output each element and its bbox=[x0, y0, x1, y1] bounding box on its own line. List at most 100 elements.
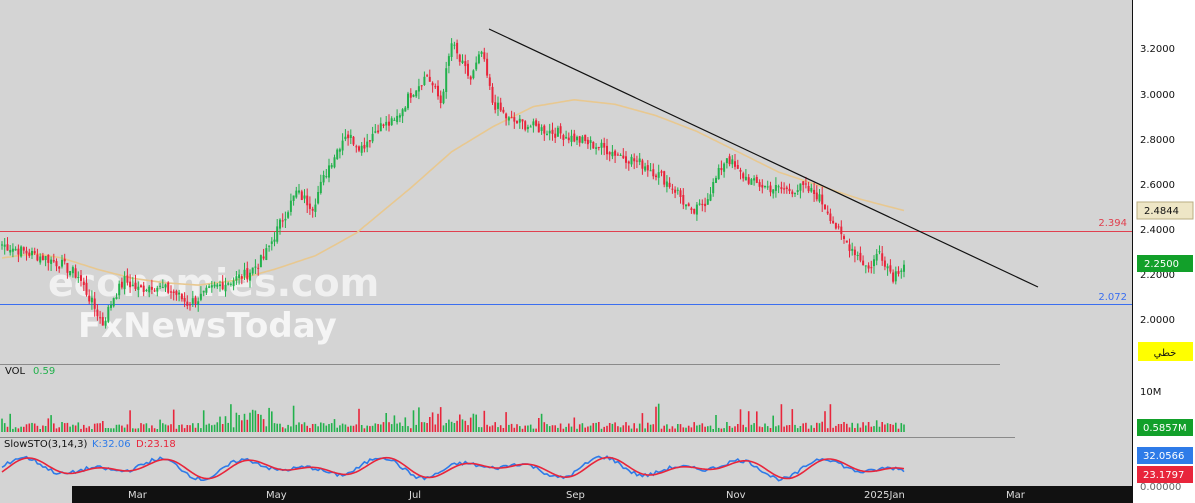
volume-bar bbox=[423, 422, 426, 432]
candle-body bbox=[74, 268, 77, 278]
volume-bar bbox=[181, 424, 183, 432]
candle-body bbox=[491, 86, 494, 103]
volume-bar bbox=[578, 424, 581, 432]
candle-body bbox=[442, 91, 445, 104]
volume-bar bbox=[333, 419, 336, 432]
candle-body bbox=[170, 291, 172, 293]
candle-body bbox=[625, 156, 627, 163]
candle-body bbox=[229, 283, 232, 285]
volume-bar bbox=[140, 423, 142, 432]
candle-body bbox=[804, 183, 807, 185]
volume-bar bbox=[606, 425, 608, 432]
candle-body bbox=[486, 58, 489, 76]
volume-bar bbox=[363, 428, 366, 432]
volume-bar bbox=[102, 421, 104, 432]
volume-bar bbox=[717, 427, 720, 432]
volume-bar bbox=[434, 424, 437, 432]
volume-bar bbox=[865, 425, 867, 432]
stochastic-title: SlowSTO(3,14,3) bbox=[4, 439, 87, 450]
candle-body bbox=[597, 147, 600, 148]
volume-bar bbox=[118, 424, 120, 432]
volume-bar bbox=[350, 425, 352, 432]
candle-body bbox=[279, 219, 281, 229]
volume-bar bbox=[679, 424, 682, 432]
volume-bar bbox=[551, 425, 554, 432]
candle-body bbox=[36, 254, 39, 261]
volume-bar bbox=[535, 428, 537, 432]
candle-body bbox=[194, 297, 197, 304]
volume-bar bbox=[227, 422, 229, 432]
candle-body bbox=[584, 134, 587, 141]
volume-bar bbox=[559, 423, 562, 432]
candle-body bbox=[50, 259, 53, 264]
candle-body bbox=[704, 203, 707, 207]
volume-bar bbox=[818, 423, 821, 432]
volume-bar bbox=[731, 427, 734, 432]
trendline[interactable] bbox=[488, 28, 1039, 288]
volume-bar bbox=[83, 424, 85, 432]
volume-bar bbox=[377, 424, 379, 432]
volume-bar bbox=[28, 423, 31, 432]
candle-body bbox=[317, 192, 320, 204]
candle-body bbox=[889, 265, 892, 272]
volume-bar bbox=[687, 425, 690, 432]
candle-body bbox=[289, 200, 292, 212]
candle-body bbox=[428, 76, 431, 82]
price-tick-label: 3.2000 bbox=[1140, 44, 1175, 55]
candle-body bbox=[249, 272, 251, 281]
candle-body bbox=[107, 306, 110, 322]
chart-mode-button[interactable] bbox=[1138, 342, 1193, 361]
last-price-value: 2.2500 bbox=[1144, 259, 1179, 270]
volume-bar bbox=[739, 409, 742, 432]
volume-value: 0.59 bbox=[33, 366, 55, 377]
candle-body bbox=[377, 130, 380, 133]
volume-bar bbox=[347, 426, 349, 432]
stochastic-d-value: 23.1797 bbox=[1143, 470, 1184, 481]
support-label: 2.072 bbox=[1098, 292, 1127, 303]
volume-bar bbox=[780, 404, 783, 432]
volume-bar bbox=[344, 424, 347, 432]
candle-body bbox=[431, 82, 434, 86]
candle-body bbox=[535, 120, 538, 126]
candle-body bbox=[488, 77, 491, 86]
volume-bar bbox=[47, 418, 50, 432]
candle-body bbox=[695, 204, 698, 215]
candle-body bbox=[437, 85, 439, 97]
candle-body bbox=[592, 142, 595, 149]
candle-body bbox=[235, 276, 238, 281]
price-tick-label: 2.6000 bbox=[1140, 180, 1175, 191]
volume-bar bbox=[516, 424, 518, 432]
volume-bar bbox=[9, 413, 11, 432]
volume-bar bbox=[698, 424, 701, 432]
candle-body bbox=[565, 136, 568, 139]
volume-bar bbox=[369, 426, 371, 432]
stochastic-k-label: K:32.06 bbox=[92, 439, 131, 450]
candle-body bbox=[322, 175, 325, 183]
volume-bar bbox=[254, 410, 257, 432]
volume-bar bbox=[104, 428, 107, 432]
volume-bar bbox=[58, 427, 60, 432]
volume-bar bbox=[93, 423, 96, 432]
candle-body bbox=[774, 185, 777, 191]
stochastic-d-label: D:23.18 bbox=[136, 439, 176, 450]
volume-bar bbox=[442, 425, 445, 432]
time-axis-labels: Mar May Jul Sep Nov 2025Jan Mar bbox=[128, 490, 1026, 501]
volume-bar bbox=[829, 404, 832, 432]
candle-body bbox=[526, 126, 529, 130]
volume-bar bbox=[3, 423, 6, 432]
volume-bar bbox=[25, 424, 28, 432]
candle-body bbox=[657, 172, 660, 178]
candle-body bbox=[529, 126, 532, 128]
candle-body bbox=[750, 179, 753, 185]
moving-average-layer bbox=[1, 98, 905, 286]
volume-bar bbox=[216, 422, 219, 432]
volume-bar bbox=[491, 425, 494, 432]
candle-body bbox=[396, 115, 399, 123]
candle-body bbox=[794, 193, 796, 195]
candle-body bbox=[709, 194, 712, 201]
volume-bar bbox=[91, 429, 93, 432]
stochastic-lines-layer bbox=[1, 455, 905, 482]
candle-body bbox=[720, 168, 723, 171]
volume-bar bbox=[903, 424, 905, 432]
